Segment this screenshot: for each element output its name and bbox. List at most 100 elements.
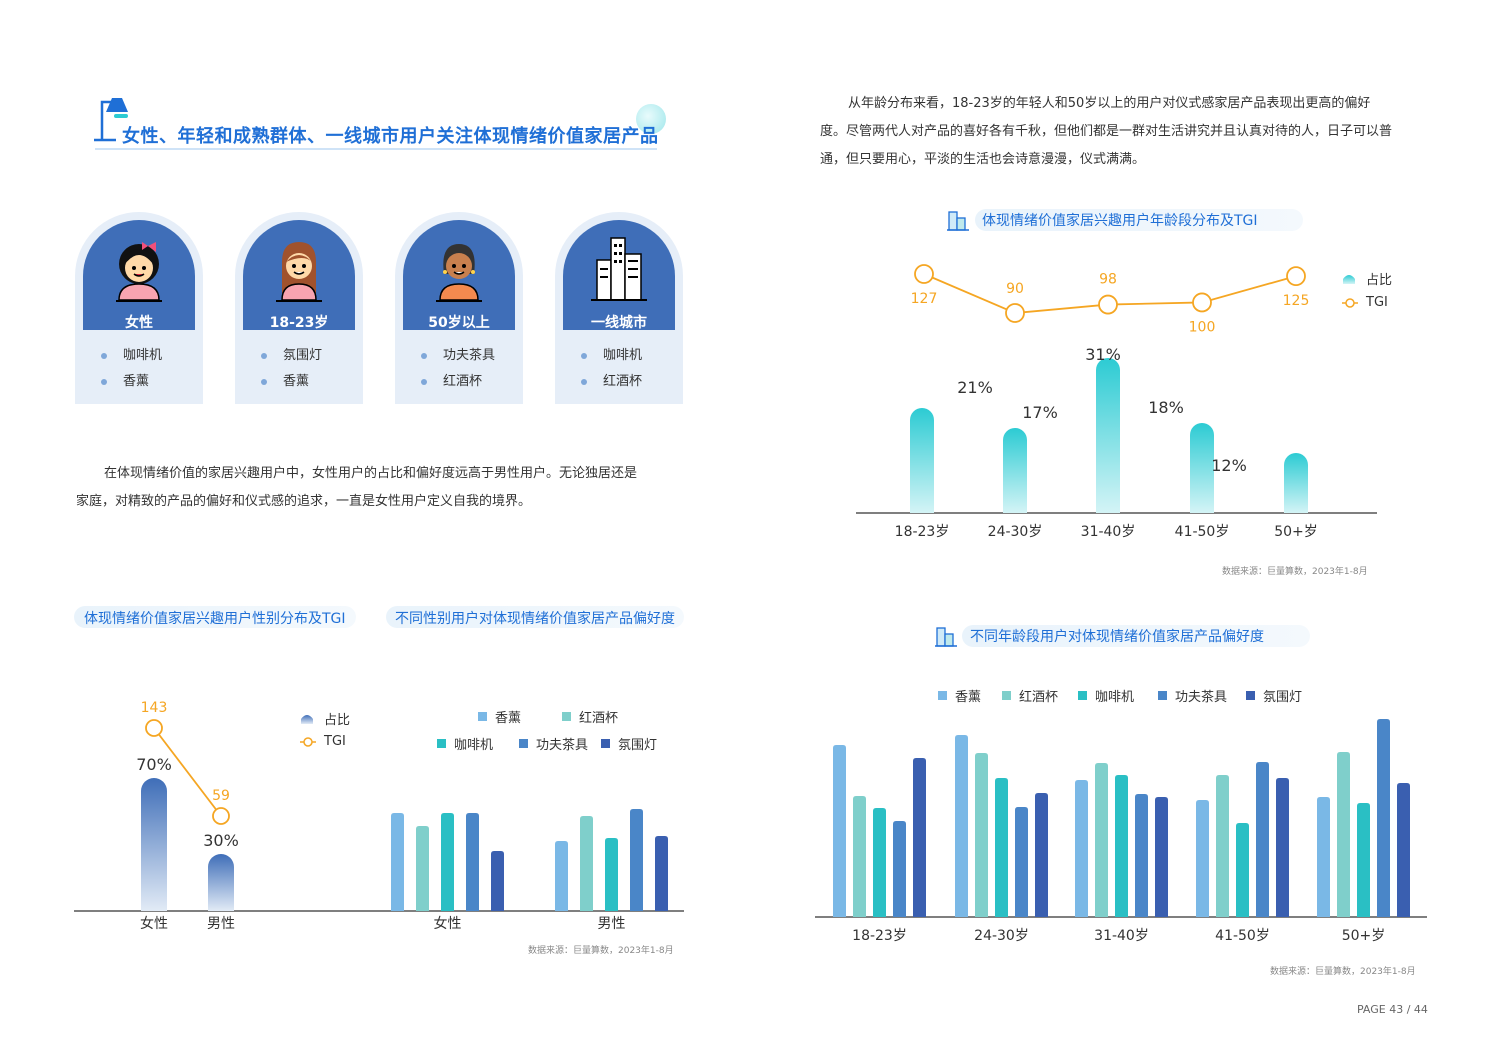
legend-label: 香薰 <box>495 711 522 726</box>
age-pref-bar <box>975 753 988 917</box>
age-pref-bar <box>1377 719 1390 917</box>
title-underline <box>95 148 657 150</box>
age-share-label: 12% <box>1211 456 1247 475</box>
persona-label: 女性 <box>125 315 153 331</box>
legend-share: 占比 <box>1342 269 1392 288</box>
persona-card-18-23: 18-23岁 氛围灯 香薰 <box>235 212 363 404</box>
gender-pref-bar <box>580 816 593 911</box>
gender-tgi-label: 59 <box>212 788 230 804</box>
legend-label: TGI <box>1366 295 1388 310</box>
age-tgi-label: 125 <box>1283 293 1310 309</box>
age-pref-tick-label: 24-30岁 <box>974 928 1029 944</box>
gender-pref-bar <box>416 826 429 911</box>
persona-item: 香薰 <box>259 373 322 399</box>
persona-card-tier1-city: 一线城市 咖啡机 红酒杯 <box>555 212 683 404</box>
gender-share-label: 30% <box>203 831 239 850</box>
persona-item: 红酒杯 <box>419 373 495 399</box>
legend-wineglass: 红酒杯 <box>562 707 618 726</box>
age-pref-tick-label: 41-50岁 <box>1215 928 1270 944</box>
legend-label: 红酒杯 <box>1019 690 1059 705</box>
age-tgi-point <box>1192 292 1212 313</box>
age-pref-bar <box>1035 793 1048 917</box>
legend-label: 咖啡机 <box>1095 690 1135 705</box>
age-tick-label: 18-23岁 <box>895 524 950 540</box>
age-share-bar <box>910 408 934 513</box>
age-pref-chart-title: 不同年龄段用户对体现情绪价值家居产品偏好度 <box>970 629 1264 645</box>
age-pref-bar <box>1357 803 1370 917</box>
age-pref-bar <box>955 735 968 917</box>
gender-pref-bar <box>605 838 618 911</box>
persona-items: 氛围灯 香薰 <box>259 347 322 399</box>
building-icon <box>935 627 957 647</box>
age-pref-bar <box>1015 807 1028 917</box>
legend-label: 氛围灯 <box>1263 690 1303 705</box>
young-woman-avatar-icon <box>276 242 322 302</box>
persona-card-50-plus: 50岁以上 功夫茶具 红酒杯 <box>395 212 523 404</box>
paragraph-line: 度。尽管两代人对产品的喜好各有千秋，但他们都是一群对生活讲究并且认真对待的人，日… <box>820 124 1393 139</box>
woman-avatar-icon <box>116 242 162 302</box>
age-tgi-label: 90 <box>1006 281 1024 297</box>
gender-pref-chart-title: 不同性别用户对体现情绪价值家居产品偏好度 <box>395 611 675 627</box>
legend-label: 红酒杯 <box>579 711 619 726</box>
gender-chart-title: 体现情绪价值家居兴趣用户性别分布及TGI <box>84 611 346 627</box>
age-tick-label: 41-50岁 <box>1175 524 1230 540</box>
age-pref-tick-label: 18-23岁 <box>852 928 907 944</box>
gender-tgi-point <box>212 807 230 825</box>
legend-coffee: 咖啡机 <box>1078 686 1134 705</box>
age-pref-bar <box>1135 794 1148 917</box>
building-icon <box>947 211 969 231</box>
persona-item: 氛围灯 <box>259 347 322 373</box>
age-share-label: 21% <box>957 378 993 397</box>
age-share-bar <box>1190 423 1214 513</box>
age-tgi-point <box>914 264 934 284</box>
age-pref-bar <box>1196 800 1209 917</box>
source-note: 数据来源：巨量算数，2023年1-8月 <box>1222 567 1368 577</box>
paragraph-line: 家庭，对精致的产品的偏好和仪式感的追求，一直是女性用户定义自我的境界。 <box>76 494 532 509</box>
persona-label: 一线城市 <box>591 315 647 331</box>
persona-card-female: 女性 咖啡机 香薰 <box>75 212 203 404</box>
legend-tgi-icon <box>300 736 316 747</box>
age-chart-title: 体现情绪价值家居兴趣用户年龄段分布及TGI <box>982 213 1258 229</box>
legend-share: 占比 <box>300 709 350 728</box>
source-note: 数据来源：巨量算数，2023年1-8月 <box>1270 967 1416 977</box>
persona-item: 香薰 <box>99 373 162 399</box>
age-share-bar <box>1003 428 1027 513</box>
age-tgi-point <box>1286 266 1306 287</box>
age-pref-bar <box>833 745 846 917</box>
legend-tgi: TGI <box>300 734 346 749</box>
legend-wineglass: 红酒杯 <box>1002 686 1058 705</box>
legend-share-icon <box>1343 274 1355 284</box>
gender-share-bar <box>208 854 234 911</box>
gender-pref-bar <box>391 813 404 911</box>
gender-share-bar <box>141 778 167 911</box>
age-tick-label: 24-30岁 <box>988 524 1043 540</box>
legend-aroma: 香薰 <box>478 707 521 726</box>
legend-label: 功夫茶具 <box>1175 690 1228 705</box>
left-paragraph: 在体现情绪价值的家居兴趣用户中，女性用户的占比和偏好度远高于男性用户。无论独居还… <box>76 460 696 516</box>
age-tick-label: 31-40岁 <box>1081 524 1136 540</box>
age-pref-bar <box>1397 783 1410 917</box>
legend-label: 香薰 <box>955 690 982 705</box>
legend-tgi-icon <box>1342 297 1358 308</box>
age-pref-bar <box>913 758 926 917</box>
age-tgi-point <box>1098 294 1118 315</box>
age-tick-label: 50+岁 <box>1274 524 1318 540</box>
legend-tea: 功夫茶具 <box>1158 686 1227 705</box>
legend-label: 功夫茶具 <box>536 738 589 753</box>
age-pref-bar <box>1317 797 1330 917</box>
age-share-bar <box>1284 453 1308 513</box>
age-pref-bar <box>873 808 886 917</box>
age-pref-bar <box>1256 762 1269 917</box>
age-pref-bar <box>1216 775 1229 917</box>
legend-share-icon <box>301 714 313 724</box>
persona-items: 功夫茶具 红酒杯 <box>419 347 495 399</box>
city-buildings-icon <box>591 237 647 301</box>
age-pref-bar <box>1095 763 1108 917</box>
legend-aroma: 香薰 <box>938 686 981 705</box>
persona-item: 红酒杯 <box>579 373 642 399</box>
gender-pref-bar <box>655 836 668 911</box>
source-note: 数据来源：巨量算数，2023年1-8月 <box>528 946 674 956</box>
age-tgi-point <box>1005 303 1025 323</box>
age-share-bar <box>1096 358 1120 513</box>
persona-item: 咖啡机 <box>579 347 642 373</box>
